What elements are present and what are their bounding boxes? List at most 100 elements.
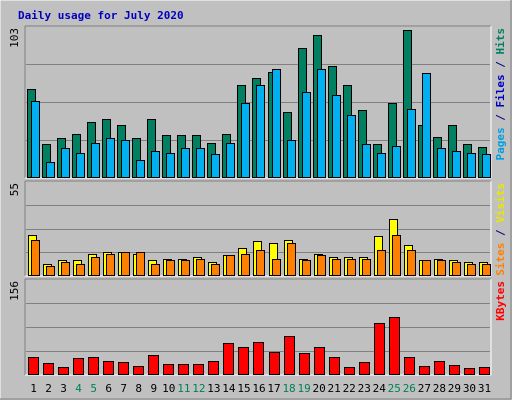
bar-sites-day-11	[181, 260, 190, 276]
bar-kbytes-day-6	[103, 361, 114, 375]
side-label-part: Sites	[494, 243, 507, 276]
bar-pages-day-19	[302, 92, 311, 178]
bar-pages-day-1	[31, 101, 40, 178]
bar-pages-day-8	[136, 160, 145, 178]
side-label-visits_sites: Sites / Visits	[494, 183, 507, 276]
bar-kbytes-day-2	[43, 363, 54, 375]
side-label-part: Files	[494, 74, 507, 107]
x-tick-label-day-27: 27	[418, 382, 431, 395]
side-label-part: KBytes	[494, 281, 507, 321]
bar-pages-day-29	[452, 151, 461, 178]
bar-sites-day-16	[256, 250, 265, 276]
x-tick-label-day-23: 23	[358, 382, 371, 395]
bar-sites-day-26	[407, 250, 416, 276]
bar-kbytes-day-10	[163, 364, 174, 375]
panel-hits_pages_files: 103 Pages / Files / Hits	[8, 25, 507, 179]
bar-pages-day-12	[196, 148, 205, 178]
bar-sites-day-9	[151, 264, 160, 276]
bar-kbytes-day-16	[253, 342, 264, 375]
y-max-label-visits_sites: 55	[8, 183, 21, 196]
x-tick-label-day-24: 24	[373, 382, 387, 395]
bar-kbytes-day-8	[133, 366, 144, 375]
bar-sites-day-10	[166, 260, 175, 276]
bar-sites-day-13	[211, 264, 220, 276]
x-tick-label-day-25: 25	[388, 382, 401, 395]
bar-sites-day-30	[467, 264, 476, 276]
x-tick-label-day-30: 30	[463, 382, 476, 395]
x-tick-label-day-13: 13	[207, 382, 220, 395]
bar-pages-day-4	[76, 153, 85, 178]
side-label-part: Visits	[494, 183, 507, 223]
bar-sites-day-6	[106, 254, 115, 276]
bar-sites-day-27	[422, 260, 431, 276]
x-tick-label-day-21: 21	[328, 382, 341, 395]
bar-sites-day-12	[196, 259, 205, 276]
bar-pages-day-5	[91, 143, 100, 178]
bar-pages-day-15	[241, 103, 250, 178]
bar-sites-day-2	[46, 266, 55, 276]
bar-pages-day-18	[287, 140, 296, 178]
bar-kbytes-day-7	[118, 362, 129, 375]
bar-kbytes-day-28	[434, 361, 445, 375]
bar-pages-day-23	[362, 144, 371, 178]
bar-pages-day-21	[332, 95, 341, 178]
side-label-part: /	[494, 108, 507, 128]
bar-sites-day-20	[317, 255, 326, 276]
bar-pages-day-22	[347, 115, 356, 178]
panel-kbytes: 156 KBytes	[8, 278, 507, 376]
x-tick-label-day-12: 12	[192, 382, 205, 395]
x-tick-label-day-26: 26	[403, 382, 416, 395]
x-tick-label-day-29: 29	[448, 382, 461, 395]
bar-sites-day-7	[121, 252, 130, 276]
x-tick-label-day-4: 4	[75, 382, 82, 395]
x-tick-label-day-2: 2	[45, 382, 52, 395]
bar-pages-day-14	[226, 143, 235, 178]
bar-sites-day-21	[332, 259, 341, 276]
y-max-label-hits_pages_files: 103	[8, 28, 21, 48]
bar-sites-day-24	[377, 250, 386, 276]
bar-kbytes-day-3	[58, 367, 69, 375]
bar-pages-day-13	[211, 154, 220, 178]
bar-pages-day-6	[106, 138, 115, 178]
bar-kbytes-day-25	[389, 317, 400, 375]
bar-kbytes-day-24	[374, 323, 385, 375]
bar-sites-day-19	[302, 260, 311, 276]
bar-kbytes-day-4	[73, 358, 84, 375]
bar-kbytes-day-22	[344, 367, 355, 375]
x-tick-label-day-11: 11	[177, 382, 190, 395]
panel-visits_sites: 55 Sites / Visits	[8, 180, 507, 277]
bar-kbytes-day-12	[193, 364, 204, 375]
bar-kbytes-day-23	[359, 362, 370, 375]
bar-sites-day-5	[91, 257, 100, 276]
side-label-part: Pages	[494, 127, 507, 160]
bar-sites-day-28	[437, 260, 446, 276]
bar-sites-day-15	[241, 254, 250, 276]
bar-sites-day-18	[287, 243, 296, 276]
bar-kbytes-day-13	[208, 361, 219, 375]
side-label-kbytes: KBytes	[494, 281, 507, 321]
bar-pages-day-2	[46, 162, 55, 178]
bar-pages-day-3	[61, 148, 70, 178]
bar-pages-day-20	[317, 69, 326, 178]
bar-kbytes-day-14	[223, 343, 234, 375]
bar-pages-day-30	[467, 153, 476, 178]
bar-pages-day-9	[151, 151, 160, 178]
x-tick-label-day-3: 3	[60, 382, 67, 395]
x-tick-label-day-9: 9	[150, 382, 157, 395]
bar-sites-day-17	[272, 259, 281, 276]
x-tick-label-day-22: 22	[343, 382, 356, 395]
bar-pages-day-16	[256, 85, 265, 178]
bar-sites-day-1	[31, 240, 40, 276]
bar-pages-day-26	[407, 109, 416, 178]
x-tick-label-day-8: 8	[135, 382, 142, 395]
bar-kbytes-day-26	[404, 357, 415, 375]
y-max-label-kbytes: 156	[8, 281, 21, 301]
bar-sites-day-4	[76, 264, 85, 276]
bar-kbytes-day-17	[269, 352, 280, 375]
bar-sites-day-8	[136, 252, 145, 276]
bar-sites-day-3	[61, 262, 70, 276]
bar-kbytes-day-21	[329, 357, 340, 375]
x-tick-label-day-18: 18	[282, 382, 295, 395]
bar-sites-day-29	[452, 262, 461, 276]
